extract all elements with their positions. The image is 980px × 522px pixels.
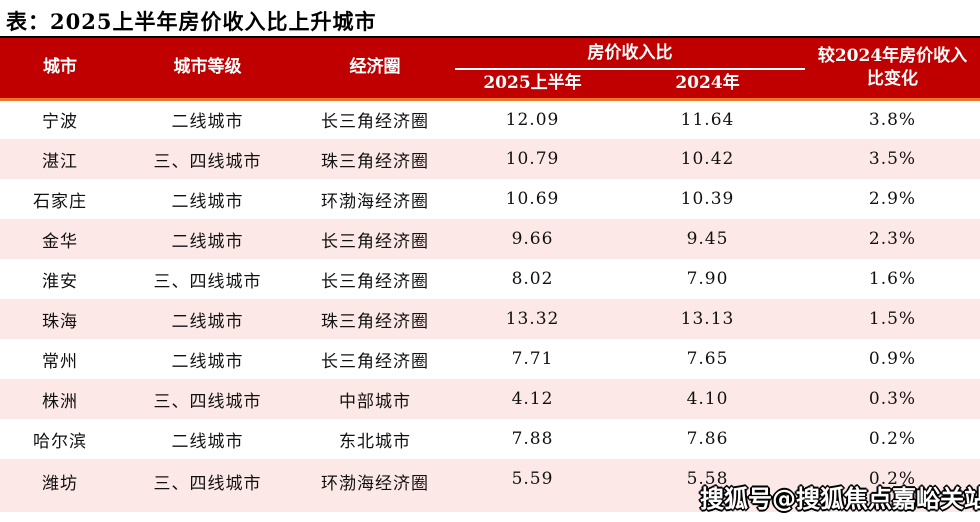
column-header-2025h1: 2025上半年 — [455, 69, 610, 101]
cell-circle: 珠三角经济圈 — [295, 299, 455, 339]
table-row: 石家庄 二线城市 环渤海经济圈 10.69 10.39 2.9% — [0, 179, 980, 219]
cell-h1_2025: 7.88 — [455, 419, 610, 459]
cell-y2024: 13.13 — [610, 299, 805, 339]
table-header: 城市 城市等级 经济圈 房价收入比 较2024年房价收入比变化 2025上半年 … — [0, 37, 980, 101]
column-header-ratio-group: 房价收入比 — [455, 37, 805, 70]
column-header-circle: 经济圈 — [295, 37, 455, 101]
cell-circle: 环渤海经济圈 — [295, 459, 455, 512]
cell-city: 哈尔滨 — [0, 419, 120, 459]
cell-h1_2025: 9.66 — [455, 219, 610, 259]
cell-y2024: 7.65 — [610, 339, 805, 379]
cell-change: 1.5% — [805, 299, 980, 339]
table-row: 湛江 三、四线城市 珠三角经济圈 10.79 10.42 3.5% — [0, 139, 980, 179]
cell-city: 金华 — [0, 219, 120, 259]
cell-change: 0.2% — [805, 419, 980, 459]
cell-city: 湛江 — [0, 139, 120, 179]
cell-change: 0.3% — [805, 379, 980, 419]
cell-city: 淮安 — [0, 259, 120, 299]
price-income-ratio-table: 城市 城市等级 经济圈 房价收入比 较2024年房价收入比变化 2025上半年 … — [0, 36, 980, 512]
cell-circle: 东北城市 — [295, 419, 455, 459]
column-header-2024: 2024年 — [610, 69, 805, 101]
cell-h1_2025: 13.32 — [455, 299, 610, 339]
cell-tier: 二线城市 — [120, 299, 295, 339]
cell-tier: 三、四线城市 — [120, 459, 295, 512]
cell-tier: 三、四线城市 — [120, 139, 295, 179]
cell-h1_2025: 7.71 — [455, 339, 610, 379]
column-header-tier: 城市等级 — [120, 37, 295, 101]
cell-y2024: 11.64 — [610, 99, 805, 139]
cell-h1_2025: 5.59 — [455, 459, 610, 512]
cell-change: 0.9% — [805, 339, 980, 379]
cell-circle: 珠三角经济圈 — [295, 139, 455, 179]
cell-city: 潍坊 — [0, 459, 120, 512]
cell-city: 宁波 — [0, 99, 120, 139]
cell-y2024: 7.90 — [610, 259, 805, 299]
cell-h1_2025: 10.79 — [455, 139, 610, 179]
column-header-change: 较2024年房价收入比变化 — [805, 37, 980, 101]
cell-city: 株洲 — [0, 379, 120, 419]
cell-circle: 中部城市 — [295, 379, 455, 419]
cell-tier: 二线城市 — [120, 419, 295, 459]
cell-h1_2025: 12.09 — [455, 99, 610, 139]
table-row: 株洲 三、四线城市 中部城市 4.12 4.10 0.3% — [0, 379, 980, 419]
cell-tier: 三、四线城市 — [120, 379, 295, 419]
cell-circle: 长三角经济圈 — [295, 259, 455, 299]
cell-y2024: 5.58 — [610, 459, 805, 512]
cell-h1_2025: 8.02 — [455, 259, 610, 299]
page-title: 表：2025上半年房价收入比上升城市 — [6, 9, 377, 34]
cell-change: 1.6% — [805, 259, 980, 299]
cell-city: 常州 — [0, 339, 120, 379]
cell-circle: 长三角经济圈 — [295, 219, 455, 259]
table-row: 潍坊 三、四线城市 环渤海经济圈 5.59 5.58 0.2% — [0, 459, 980, 512]
cell-h1_2025: 10.69 — [455, 179, 610, 219]
table-row: 哈尔滨 二线城市 东北城市 7.88 7.86 0.2% — [0, 419, 980, 459]
cell-y2024: 7.86 — [610, 419, 805, 459]
cell-tier: 二线城市 — [120, 219, 295, 259]
cell-tier: 二线城市 — [120, 339, 295, 379]
cell-circle: 环渤海经济圈 — [295, 179, 455, 219]
cell-y2024: 10.39 — [610, 179, 805, 219]
table-row: 珠海 二线城市 珠三角经济圈 13.32 13.13 1.5% — [0, 299, 980, 339]
table-body: 宁波 二线城市 长三角经济圈 12.09 11.64 3.8% 湛江 三、四线城市 珠三角经济圈… — [0, 99, 980, 512]
cell-tier: 三、四线城市 — [120, 259, 295, 299]
cell-h1_2025: 4.12 — [455, 379, 610, 419]
cell-y2024: 4.10 — [610, 379, 805, 419]
cell-y2024: 9.45 — [610, 219, 805, 259]
cell-y2024: 10.42 — [610, 139, 805, 179]
cell-change: 0.2% — [805, 459, 980, 512]
table-row: 宁波 二线城市 长三角经济圈 12.09 11.64 3.8% — [0, 99, 980, 139]
table-row: 金华 二线城市 长三角经济圈 9.66 9.45 2.3% — [0, 219, 980, 259]
cell-change: 3.8% — [805, 99, 980, 139]
cell-tier: 二线城市 — [120, 99, 295, 139]
cell-change: 3.5% — [805, 139, 980, 179]
cell-tier: 二线城市 — [120, 179, 295, 219]
table-row: 常州 二线城市 长三角经济圈 7.71 7.65 0.9% — [0, 339, 980, 379]
cell-circle: 长三角经济圈 — [295, 339, 455, 379]
cell-city: 珠海 — [0, 299, 120, 339]
cell-city: 石家庄 — [0, 179, 120, 219]
cell-circle: 长三角经济圈 — [295, 99, 455, 139]
column-header-city: 城市 — [0, 37, 120, 101]
cell-change: 2.9% — [805, 179, 980, 219]
table-row: 淮安 三、四线城市 长三角经济圈 8.02 7.90 1.6% — [0, 259, 980, 299]
cell-change: 2.3% — [805, 219, 980, 259]
